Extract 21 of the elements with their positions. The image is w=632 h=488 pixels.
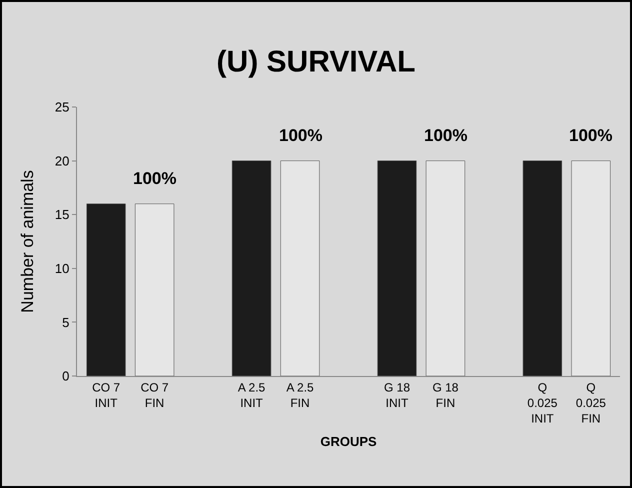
x-tick-label: G 18 FIN bbox=[432, 380, 459, 410]
y-tick-label: 5 bbox=[62, 314, 70, 330]
x-tick-label: CO 7 FIN bbox=[140, 380, 169, 410]
annotation: 100% bbox=[569, 126, 612, 145]
x-tick-label: CO 7 INIT bbox=[92, 380, 120, 410]
x-tick-label: Q 0.025 INIT bbox=[527, 380, 558, 426]
chart-title: (U) SURVIVAL bbox=[216, 45, 416, 78]
x-tick-label: A 2.5 INIT bbox=[238, 380, 266, 410]
y-tick-label: 0 bbox=[62, 368, 70, 384]
x-tick-label: Q 0.025 FIN bbox=[576, 380, 606, 426]
annotation: 100% bbox=[279, 126, 322, 145]
annotation: 100% bbox=[424, 126, 468, 145]
x-tick-label: G 18 INIT bbox=[384, 380, 410, 410]
y-tick-label: 10 bbox=[54, 260, 70, 276]
x-axis-title: GROUPS bbox=[320, 434, 377, 450]
x-tick-label: A 2.5 FIN bbox=[286, 380, 314, 410]
y-tick-label: 15 bbox=[54, 207, 70, 222]
annotation: 100% bbox=[133, 169, 176, 188]
y-axis-title: Number of animals bbox=[18, 170, 37, 313]
y-tick-label: 25 bbox=[54, 100, 70, 115]
y-tick-label: 20 bbox=[54, 153, 70, 168]
